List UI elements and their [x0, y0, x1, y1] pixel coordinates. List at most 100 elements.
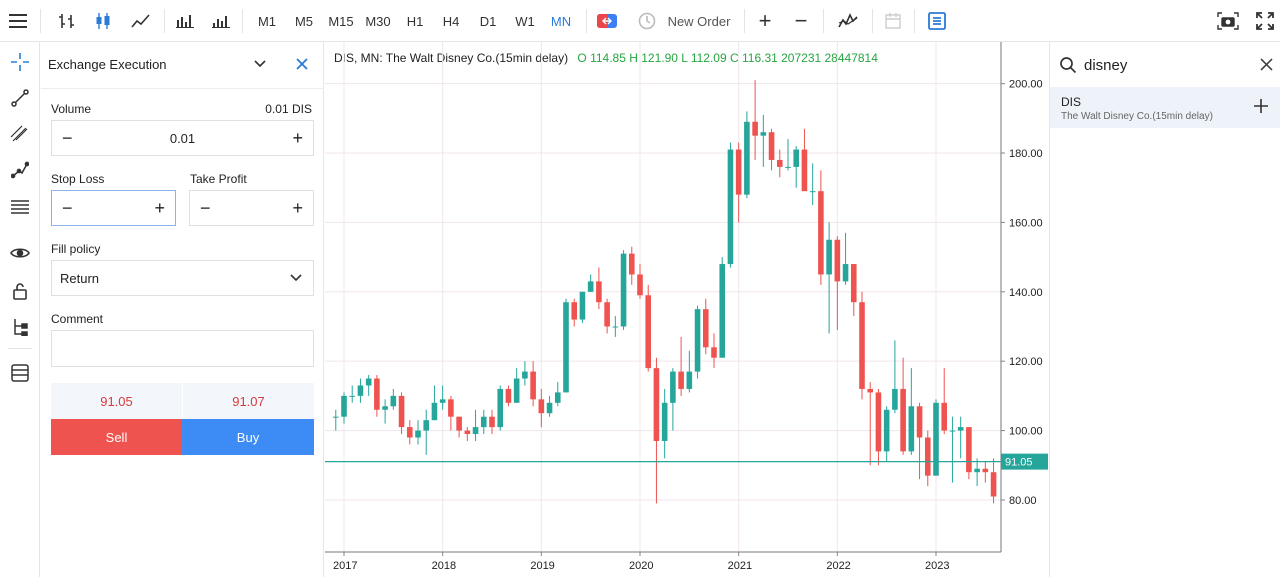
- candlestick-icon[interactable]: [90, 6, 116, 36]
- bar-chart-icon[interactable]: [54, 6, 80, 36]
- stop-loss-decrease-button[interactable]: −: [62, 197, 73, 218]
- comment-input[interactable]: [51, 330, 314, 367]
- candle: [711, 347, 717, 358]
- screenshot-icon[interactable]: [1216, 6, 1240, 36]
- volume-stepper: − 0.01 +: [51, 120, 314, 156]
- timeframe-d1[interactable]: D1: [479, 13, 497, 29]
- add-symbol-icon[interactable]: [1253, 98, 1269, 117]
- result-symbol: DIS: [1061, 95, 1082, 109]
- data-window-icon[interactable]: [0, 356, 40, 390]
- chevron-down-icon: [290, 274, 302, 282]
- candle: [456, 416, 462, 431]
- chart-area[interactable]: DIS, MN: The Walt Disney Co.(15min delay…: [325, 42, 1048, 577]
- close-icon[interactable]: [295, 57, 309, 74]
- search-input[interactable]: disney: [1084, 57, 1128, 74]
- object-tree-icon[interactable]: [0, 310, 40, 344]
- candle: [579, 291, 586, 320]
- x-tick-label: 2022: [826, 560, 850, 572]
- hamburger-icon[interactable]: [4, 6, 32, 36]
- channel-tool-icon[interactable]: [0, 116, 40, 150]
- current-price-tag: [1001, 453, 1048, 470]
- timeframe-m30[interactable]: M30: [365, 13, 391, 29]
- toolbar-divider: [872, 9, 873, 33]
- volume-input[interactable]: 0.01: [169, 130, 196, 146]
- candle: [719, 264, 726, 358]
- candle: [341, 395, 347, 417]
- take-profit-stepper[interactable]: − +: [189, 190, 314, 226]
- candle: [957, 427, 964, 431]
- price-chart[interactable]: 80.00 100.00 120.00 140.00 160.00 180.00 200.0…: [325, 42, 1048, 577]
- candle: [892, 388, 898, 410]
- candle: [924, 437, 931, 476]
- clear-search-icon[interactable]: [1260, 58, 1273, 74]
- timeframe-m1[interactable]: M1: [257, 13, 277, 29]
- timeframe-h1[interactable]: H1: [406, 13, 424, 29]
- indicators-icon[interactable]: [835, 6, 861, 36]
- toolbar-divider: [242, 9, 243, 33]
- candle: [867, 388, 874, 393]
- order-panel-toggle-icon[interactable]: [926, 6, 948, 36]
- eye-icon[interactable]: [0, 236, 40, 270]
- polyline-tool-icon[interactable]: [0, 153, 40, 187]
- candle: [374, 378, 380, 410]
- candle: [694, 309, 701, 372]
- volume-decrease-button[interactable]: −: [62, 127, 73, 148]
- y-tick-label: 120.00: [1009, 356, 1043, 368]
- chevron-down-icon[interactable]: [253, 58, 267, 72]
- zoom-out-button[interactable]: −: [794, 8, 808, 33]
- candle: [949, 430, 956, 432]
- one-click-trading-icon[interactable]: [594, 6, 620, 36]
- x-tick-label: 2019: [530, 560, 554, 572]
- comment-label: Comment: [51, 312, 104, 326]
- stop-loss-increase-button[interactable]: +: [154, 197, 165, 218]
- candle: [604, 302, 610, 327]
- stop-loss-stepper[interactable]: − +: [51, 190, 176, 226]
- chart-header: DIS, MN: The Walt Disney Co.(15min delay…: [334, 51, 878, 65]
- volume-increase-button[interactable]: +: [292, 127, 303, 148]
- fullscreen-icon[interactable]: [1253, 6, 1277, 36]
- timeframe-h4[interactable]: H4: [442, 13, 460, 29]
- candle: [941, 402, 948, 431]
- timeframe-mn[interactable]: MN: [550, 13, 572, 29]
- calendar-icon[interactable]: [882, 6, 904, 36]
- candle: [974, 468, 980, 473]
- x-tick-label: 2023: [925, 560, 949, 572]
- timeframe-w1[interactable]: W1: [515, 13, 535, 29]
- timeframe-m15[interactable]: M15: [328, 13, 354, 29]
- candle: [752, 121, 758, 136]
- line-chart-icon[interactable]: [128, 6, 154, 36]
- panel-header-divider: [41, 88, 324, 89]
- execution-type-label[interactable]: Exchange Execution: [48, 57, 167, 72]
- buy-button[interactable]: Buy: [182, 419, 314, 455]
- zoom-in-button[interactable]: +: [758, 8, 772, 33]
- x-tick-label: 2017: [333, 560, 357, 572]
- candle: [809, 191, 816, 193]
- ask-price: 91.07: [232, 393, 265, 409]
- candle: [530, 371, 536, 400]
- order-panel: Exchange Execution Volume 0.01 DIS − 0.0…: [41, 42, 324, 577]
- candle: [357, 385, 364, 396]
- candle: [966, 427, 972, 473]
- trend-line-icon[interactable]: [0, 81, 40, 115]
- volume-bars-alt-icon[interactable]: [210, 6, 232, 36]
- y-tick-label: 160.00: [1009, 217, 1043, 229]
- candle: [653, 368, 660, 441]
- candle: [596, 281, 602, 303]
- symbol-search-panel: disney DIS The Walt Disney Co.(15min del…: [1049, 42, 1280, 577]
- sell-button[interactable]: Sell: [51, 419, 182, 455]
- fibonacci-tool-icon[interactable]: [0, 190, 40, 224]
- timeframe-m5[interactable]: M5: [294, 13, 314, 29]
- candle: [464, 430, 471, 435]
- take-profit-increase-button[interactable]: +: [292, 197, 303, 218]
- fill-policy-select[interactable]: Return: [51, 260, 314, 296]
- new-order-button[interactable]: New Order: [667, 13, 731, 29]
- candle: [826, 239, 832, 275]
- lock-icon[interactable]: [0, 274, 40, 308]
- clock-icon[interactable]: [636, 6, 658, 36]
- search-result-item[interactable]: DIS The Walt Disney Co.(15min delay): [1050, 87, 1280, 128]
- volume-bars-icon[interactable]: [174, 6, 196, 36]
- crosshair-icon[interactable]: [0, 45, 40, 79]
- take-profit-decrease-button[interactable]: −: [200, 197, 211, 218]
- candle: [801, 149, 808, 192]
- candle: [620, 253, 627, 327]
